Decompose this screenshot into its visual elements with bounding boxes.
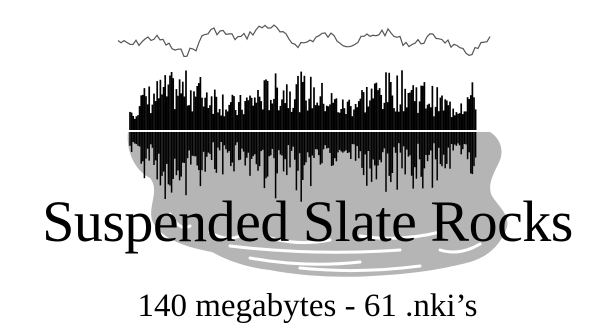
waveform-reflection xyxy=(129,132,477,202)
thin-waveform xyxy=(117,24,491,58)
product-subtitle: 140 megabytes - 61 .nki’s xyxy=(137,288,478,324)
product-title: Suspended Slate Rocks xyxy=(42,189,573,254)
audio-waveform xyxy=(129,70,477,130)
slate-ripple-lines xyxy=(168,212,482,273)
